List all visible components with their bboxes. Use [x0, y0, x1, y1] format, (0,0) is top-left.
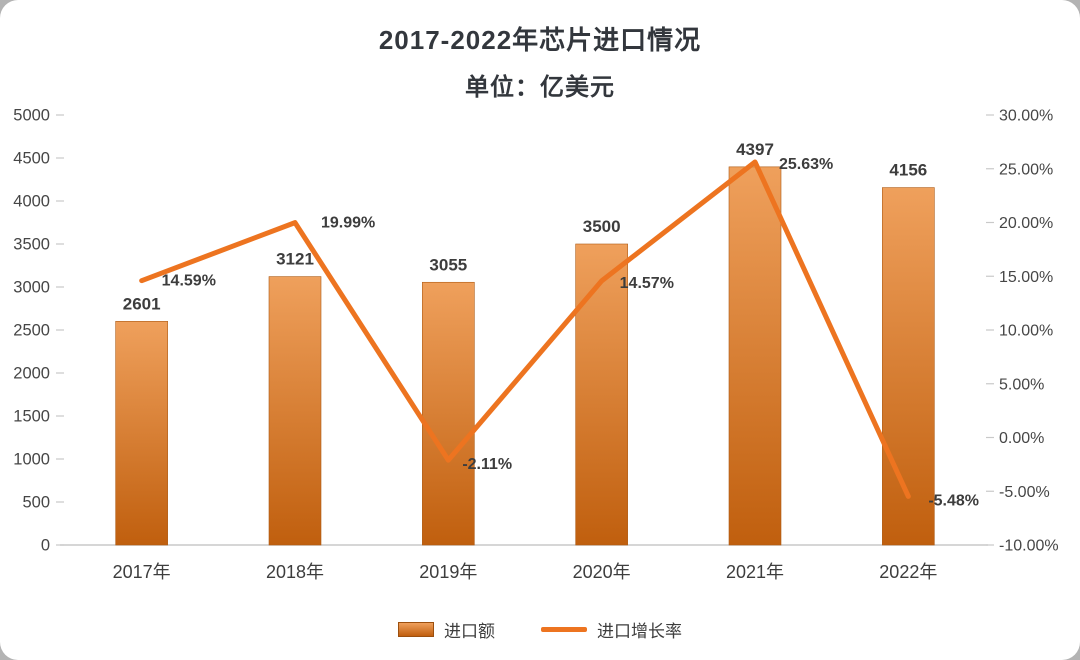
- y-axis-right-label: 10.00%: [999, 323, 1053, 340]
- bar-value-label: 3121: [276, 250, 314, 269]
- growth-rate-line: [139, 159, 911, 499]
- legend-label-growth-rate: 进口增长率: [597, 622, 682, 641]
- x-axis-label: 2018年: [266, 562, 324, 582]
- import-amount-bar: [115, 321, 168, 546]
- y-axis-left-label: 2000: [13, 365, 50, 383]
- bar-value-label: 4397: [736, 140, 774, 159]
- y-axis-right-label: 20.00%: [999, 215, 1053, 232]
- chart-plot-area: 0 500 1000 1500 2000 2500 3000 3500 4000 4500 5000…: [0, 100, 1080, 605]
- legend-item-growth-rate: 进口增长率: [541, 617, 682, 642]
- line-point-label: 25.63%: [779, 156, 833, 173]
- line-point-label: 14.57%: [620, 275, 674, 292]
- y-axis-right-label: -5.00%: [999, 484, 1050, 501]
- legend-item-import-amount: 进口额: [398, 617, 495, 642]
- x-axis-label: 2017年: [113, 562, 171, 582]
- y-axis-right-label: 0.00%: [999, 430, 1044, 447]
- line-series-swatch: [541, 627, 587, 632]
- y-axis-right-label: 30.00%: [999, 108, 1053, 125]
- y-axis-right-label: -10.00%: [999, 538, 1059, 555]
- line-point-label: -5.48%: [928, 492, 979, 509]
- bar-value-label: 3500: [583, 217, 621, 236]
- x-axis-label: 2022年: [879, 562, 937, 582]
- bar-value-label: 3055: [429, 255, 467, 274]
- import-amount-bar: [728, 166, 782, 546]
- y-axis-left-label: 0: [41, 537, 50, 555]
- bar-value-label: 4156: [889, 161, 927, 180]
- y-axis-left-label: 1500: [13, 408, 50, 426]
- y-axis-left-label: 4500: [13, 150, 50, 168]
- line-point-label: 19.99%: [321, 215, 375, 232]
- line-point-label: -2.11%: [462, 456, 512, 473]
- y-axis-left-label: 3000: [13, 279, 50, 297]
- y-axis-right-label: 25.00%: [999, 161, 1053, 178]
- x-axis-label: 2021年: [726, 562, 784, 582]
- x-axis-label: 2019年: [419, 562, 477, 582]
- y-axis-left-label: 500: [22, 494, 50, 512]
- y-axis-left-label: 1000: [13, 451, 50, 469]
- y-axis-left-label: 4000: [13, 193, 50, 211]
- import-amount-bar: [268, 276, 322, 546]
- bar-series-swatch: [398, 622, 434, 637]
- import-amount-bar: [882, 187, 935, 546]
- import-amount-bar: [575, 243, 628, 546]
- y-axis-right-label: 15.00%: [999, 269, 1053, 286]
- y-axis-left-label: 5000: [13, 107, 50, 125]
- chart-title: 2017-2022年芯片进口情况: [378, 25, 702, 55]
- bar-value-label: 2601: [123, 294, 161, 313]
- chart-subtitle: 单位：亿美元: [465, 74, 615, 101]
- chart-legend: 进口额 进口增长率: [0, 617, 1080, 642]
- combo-chart: 0 500 1000 1500 2000 2500 3000 3500 4000 4500 5000…: [13, 107, 1059, 583]
- y-axis-left-label: 2500: [13, 322, 50, 340]
- y-axis-right-label: 5.00%: [999, 376, 1044, 393]
- x-axis-label: 2020年: [573, 562, 631, 582]
- legend-label-import-amount: 进口额: [444, 622, 495, 641]
- import-amount-bar: [422, 281, 475, 546]
- line-point-label: 14.59%: [162, 273, 216, 290]
- y-axis-left-label: 3500: [13, 236, 50, 254]
